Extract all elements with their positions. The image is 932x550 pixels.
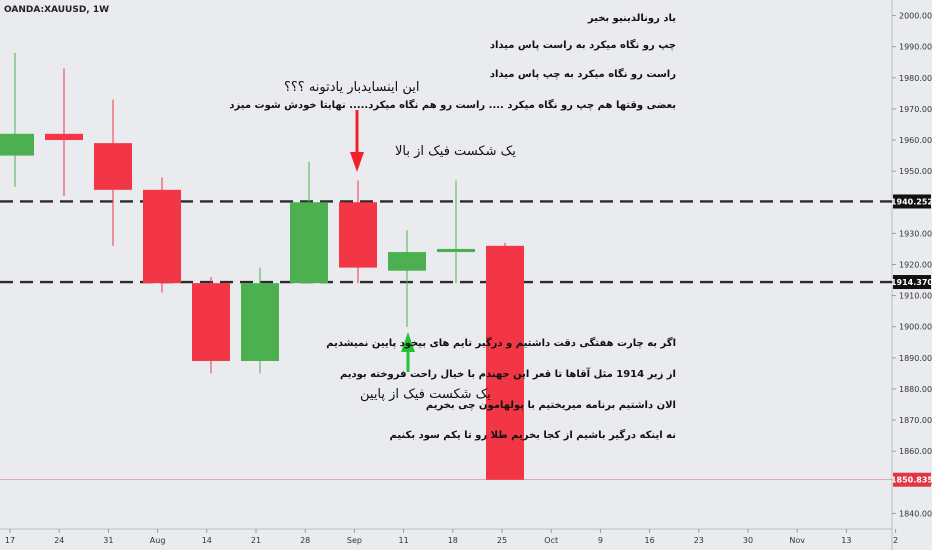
- annotation-fake-bottom: یک شکست فیک از پایین: [360, 387, 491, 402]
- candle-body[interactable]: [388, 252, 426, 271]
- y-tick-label: 1860.00: [899, 447, 932, 456]
- level-price-box[interactable]: [893, 275, 931, 290]
- x-tick-label: 11: [399, 536, 409, 545]
- y-tick-label: 1950.00: [899, 167, 932, 176]
- annotation-line1: یاد رونالدینیو بخیر: [587, 13, 676, 24]
- x-tick-label: 2: [893, 536, 898, 545]
- x-tick-label: 24: [54, 536, 64, 545]
- candle-body[interactable]: [143, 189, 181, 284]
- annotation-fake-top: یک شکست فیک از بالا: [395, 144, 516, 159]
- x-tick-label: Aug: [150, 536, 166, 545]
- y-tick-label: 1870.00: [899, 416, 932, 425]
- candle-body[interactable]: [94, 143, 132, 190]
- candle-body[interactable]: [486, 245, 524, 480]
- y-tick-label: 1980.00: [899, 74, 932, 83]
- y-tick-label: 1930.00: [899, 229, 932, 238]
- candle-body[interactable]: [192, 283, 230, 361]
- annotation-question: این اینسایدبار یادتونه ؟؟؟: [284, 80, 420, 95]
- y-tick-label: 1890.00: [899, 354, 932, 363]
- annotation-note2: از زیر 1914 مثل آقاها تا قعر این جهندم ب…: [339, 369, 676, 380]
- x-tick-label: Sep: [347, 536, 362, 545]
- candle-body[interactable]: [45, 133, 83, 141]
- x-tick-label: 9: [598, 536, 603, 545]
- symbol-label: OANDA:XAUUSD, 1W: [4, 5, 110, 15]
- annotation-line2: چپ رو نگاه میکرد به راست پاس میداد: [489, 40, 676, 51]
- y-tick-label: 1910.00: [899, 292, 932, 301]
- x-tick-label: 21: [251, 536, 261, 545]
- down-arrow-head: [350, 152, 364, 172]
- x-tick-label: 17: [5, 536, 15, 545]
- x-tick-label: 16: [645, 536, 655, 545]
- x-tick-label: 31: [103, 536, 113, 545]
- last-price-box[interactable]: [893, 472, 931, 487]
- x-tick-label: Oct: [544, 536, 558, 545]
- candle-body[interactable]: [0, 133, 34, 156]
- plot-area[interactable]: [0, 0, 892, 529]
- candle-body[interactable]: [290, 202, 328, 284]
- annotation-note4: نه اینکه درگیر باشیم از کجا بخریم طلا رو…: [389, 430, 676, 441]
- x-tick-label: 23: [694, 536, 704, 545]
- x-tick-label: 25: [497, 536, 507, 545]
- y-tick-label: 1920.00: [899, 261, 932, 270]
- y-tick-label: 2000.00: [899, 12, 932, 21]
- last-price-label: 1850.835: [891, 476, 932, 485]
- y-tick-label: 1960.00: [899, 136, 932, 145]
- x-tick-label: 18: [448, 536, 458, 545]
- x-tick-label: 28: [300, 536, 310, 545]
- y-tick-label: 1970.00: [899, 105, 932, 114]
- y-tick-label: 1840.00: [899, 509, 932, 518]
- candle-body[interactable]: [339, 202, 377, 268]
- level-price-label: 1914.370: [891, 278, 932, 287]
- y-tick-label: 1900.00: [899, 323, 932, 332]
- candle-body[interactable]: [437, 248, 475, 253]
- level-price-box[interactable]: [893, 194, 931, 209]
- y-tick-label: 1880.00: [899, 385, 932, 394]
- x-tick-label: 30: [743, 536, 753, 545]
- x-tick-label: 14: [202, 536, 212, 545]
- y-tick-label: 1990.00: [899, 43, 932, 52]
- annotation-note3: الان داشتیم برنامه میریختیم با پولهامون …: [425, 400, 676, 411]
- x-tick-label: 13: [841, 536, 851, 545]
- annotation-line3: راست رو نگاه میکرد به چپ پاس میداد: [489, 69, 676, 80]
- x-tick-label: Nov: [789, 536, 805, 545]
- candle-body[interactable]: [241, 283, 279, 361]
- annotation-line4: بعضی وقتها هم چپ رو نگاه میکرد .... راست…: [229, 100, 676, 111]
- level-price-label: 1940.252: [891, 197, 932, 206]
- annotation-note1: اگر به چارت هفتگی دقت داشتیم و درگیر تای…: [326, 338, 676, 349]
- up-arrow-head: [401, 332, 415, 352]
